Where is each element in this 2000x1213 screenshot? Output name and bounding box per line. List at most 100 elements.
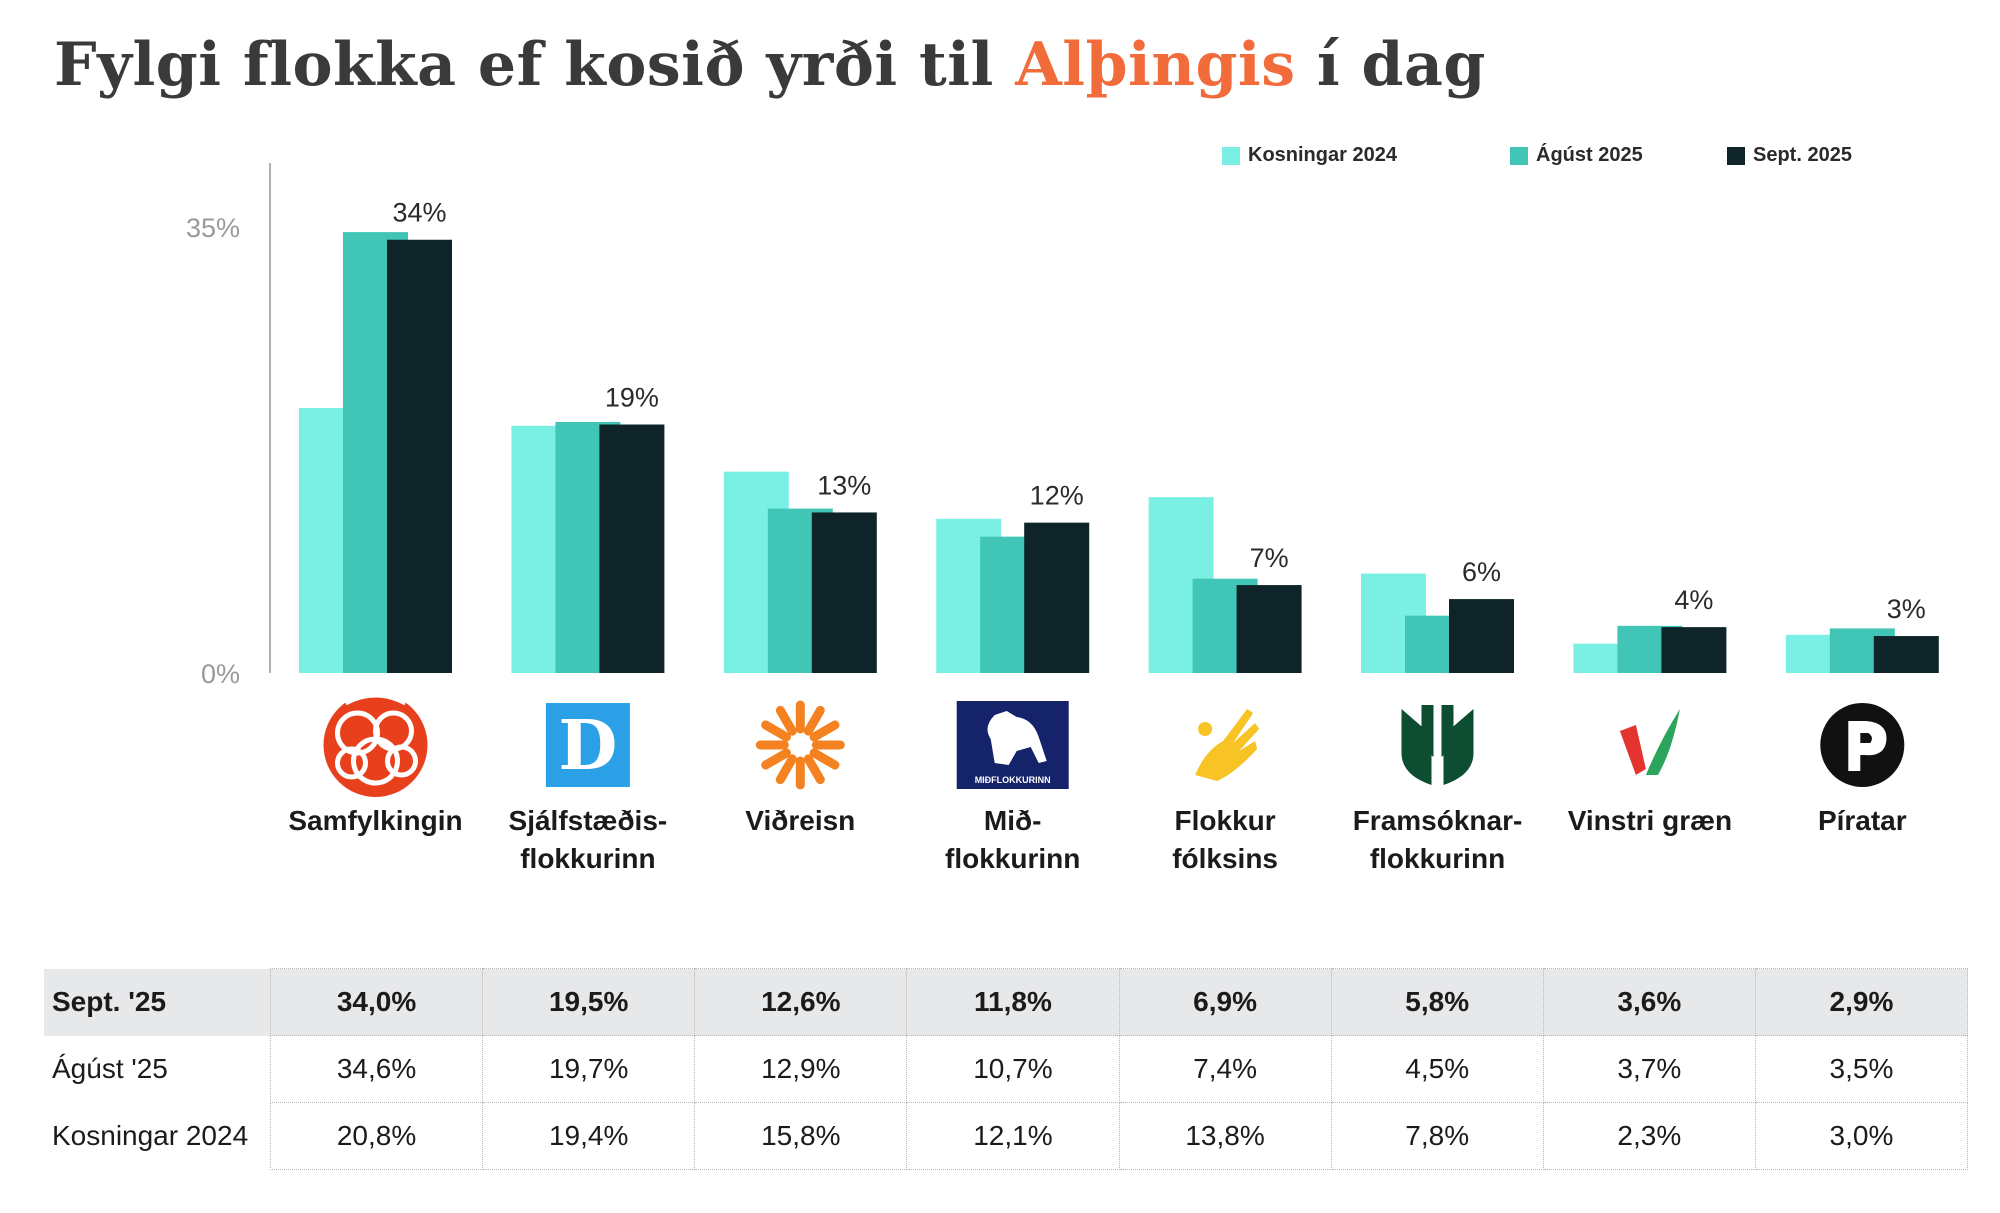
chart-legend: Kosningar 2024 Ágúst 2025 Sept. 2025 bbox=[1222, 144, 1962, 168]
table-row: Sept. '25 34,0% 19,5% 12,6% 11,8% 6,9% 5,8% 3,6… bbox=[44, 968, 1969, 1036]
party-label-vinstri-graen: Vinstri græn bbox=[1530, 802, 1770, 840]
page-title: Fylgi flokka ef kosið yrði til Alþingis … bbox=[54, 30, 1486, 100]
results-table: Sept. '25 34,0% 19,5% 12,6% 11,8% 6,9% 5,8% 3,6… bbox=[44, 968, 1969, 1170]
table-cell: 3,6% bbox=[1542, 968, 1756, 1036]
party-label-line: flokkurinn bbox=[945, 843, 1081, 874]
party-label-line: Samfylkingin bbox=[288, 805, 463, 836]
legend-item: Sept. 2025 bbox=[1727, 144, 1852, 167]
svg-text:D: D bbox=[558, 706, 617, 786]
data-label: 19% bbox=[605, 383, 659, 413]
data-label: 13% bbox=[817, 470, 871, 500]
hand-icon bbox=[1195, 709, 1260, 781]
party-label-line: fólksins bbox=[1172, 843, 1278, 874]
table-cell: 34,0% bbox=[269, 968, 484, 1036]
title-highlight: Alþingis bbox=[1015, 30, 1296, 100]
check-mark-icon bbox=[1619, 709, 1680, 775]
table-cell: 2,3% bbox=[1542, 1102, 1756, 1170]
table-cell: 6,9% bbox=[1118, 968, 1332, 1036]
data-label: 3% bbox=[1887, 594, 1926, 624]
table-cell: 19,4% bbox=[482, 1102, 696, 1170]
table-cell: 5,8% bbox=[1330, 968, 1544, 1036]
svg-text:MIÐFLOKKURINN: MIÐFLOKKURINN bbox=[975, 775, 1051, 785]
party-label-line: Mið- bbox=[983, 805, 1042, 836]
bar-group-piratar: 3% bbox=[1785, 594, 1939, 673]
table-cell: 19,5% bbox=[482, 968, 696, 1036]
table-cell: 3,7% bbox=[1542, 1035, 1756, 1103]
legend-swatch bbox=[1222, 146, 1240, 165]
bar-vidreisn-sept-2025 bbox=[811, 512, 877, 673]
table-cell: 12,6% bbox=[694, 968, 908, 1036]
table-cell: 2,9% bbox=[1754, 968, 1969, 1036]
table-cell: 34,6% bbox=[269, 1035, 484, 1103]
pirate-flag-icon bbox=[1820, 703, 1905, 787]
bar-chart: 0% 35% 34% 19% 13% 12% 7% 6% 4% 3% D MIÐFLOKKURINN bbox=[186, 163, 1939, 797]
bar-group-vidreisn: 13% bbox=[723, 470, 877, 673]
party-label-vidreisn: Viðreisn bbox=[680, 802, 920, 840]
party-label-line: Píratar bbox=[1817, 805, 1907, 836]
party-label-line: Viðreisn bbox=[745, 805, 856, 836]
table-row-label: Sept. '25 bbox=[44, 968, 271, 1036]
data-label: 34% bbox=[392, 198, 446, 228]
table-cell: 12,1% bbox=[906, 1102, 1120, 1170]
title-text-pre: Fylgi flokka ef kosið yrði til bbox=[54, 30, 1016, 100]
table-cell: 11,8% bbox=[906, 968, 1120, 1036]
bar-group-vinstri-graen: 4% bbox=[1573, 585, 1727, 673]
legend-item: Ágúst 2025 bbox=[1510, 144, 1643, 167]
legend-label: Ágúst 2025 bbox=[1536, 144, 1643, 166]
party-label-sjalfstaedisflokkurinn: Sjálfstæðis-flokkurinn bbox=[468, 802, 708, 878]
table-cell: 13,8% bbox=[1118, 1102, 1332, 1170]
data-label: 6% bbox=[1462, 557, 1501, 587]
party-label-line: Vinstri græn bbox=[1567, 805, 1733, 836]
table-cell: 10,7% bbox=[906, 1035, 1120, 1103]
bar-group-midflokkurinn: 12% bbox=[936, 481, 1090, 673]
legend-swatch bbox=[1510, 146, 1528, 165]
legend-label: Kosningar 2024 bbox=[1248, 144, 1397, 166]
table-row: Kosningar 2024 20,8% 19,4% 15,8% 12,1% 13,8% 7… bbox=[44, 1102, 1969, 1170]
data-label: 7% bbox=[1250, 543, 1289, 573]
bar-midflokkurinn-sept-2025 bbox=[1024, 522, 1090, 673]
legend-item: Kosningar 2024 bbox=[1222, 144, 1397, 167]
y-tick-label: 35% bbox=[186, 213, 240, 243]
table-cell: 19,7% bbox=[482, 1035, 696, 1103]
party-label-flokkur-folksins: Flokkur fólksins bbox=[1105, 802, 1345, 878]
clover-icon bbox=[1401, 705, 1474, 785]
bar-group-framsoknarflokkurinn: 6% bbox=[1361, 557, 1514, 673]
table-row-label: Kosningar 2024 bbox=[52, 1120, 249, 1151]
table-cell: 4,5% bbox=[1330, 1035, 1544, 1103]
party-label-midflokkurinn: Mið-flokkurinn bbox=[893, 802, 1133, 878]
table-cell: 3,0% bbox=[1754, 1102, 1969, 1170]
horse-icon: MIÐFLOKKURINN bbox=[956, 701, 1069, 789]
bar-group-sjalfstaedisflokkurinn: 19% bbox=[511, 383, 665, 673]
bar-flokkur-folksins-sept-2025 bbox=[1236, 585, 1302, 673]
data-label: 12% bbox=[1030, 481, 1084, 511]
party-label-piratar: Píratar bbox=[1742, 802, 1982, 840]
table-row: Ágúst '25 34,6% 19,7% 12,9% 10,7% 7,4% 4,5% 3,7… bbox=[44, 1035, 1969, 1103]
title-text-post: í dag bbox=[1295, 30, 1486, 100]
table-cell: 7,8% bbox=[1330, 1102, 1544, 1170]
bar-piratar-sept-2025 bbox=[1873, 636, 1939, 673]
d-letter-icon: D bbox=[545, 703, 630, 787]
bar-group-samfylkingin: 34% bbox=[299, 198, 452, 673]
table-cell: 7,4% bbox=[1118, 1035, 1332, 1103]
y-tick-label: 0% bbox=[201, 659, 240, 689]
rose-icon bbox=[323, 692, 428, 797]
party-label-samfylkingin: Samfylkingin bbox=[256, 802, 496, 840]
bar-framsoknarflokkurinn-sept-2025 bbox=[1449, 599, 1514, 673]
party-label-line: flokkurinn bbox=[520, 843, 656, 874]
bar-samfylkingin-sept-2025 bbox=[387, 239, 452, 673]
data-label: 4% bbox=[1674, 585, 1713, 615]
party-label-line: Flokkur bbox=[1174, 805, 1276, 836]
party-label-line: flokkurinn bbox=[1369, 843, 1506, 874]
party-label-line: Sjálfstæðis- bbox=[508, 805, 668, 836]
party-label-line: Framsóknar- bbox=[1352, 805, 1523, 836]
table-cell: 15,8% bbox=[694, 1102, 908, 1170]
table-cell: 3,5% bbox=[1754, 1035, 1969, 1103]
party-label-framsoknarflokkurinn: Framsóknar-flokkurinn bbox=[1318, 802, 1558, 878]
table-cell: 20,8% bbox=[269, 1102, 484, 1170]
table-cell: 12,9% bbox=[694, 1035, 908, 1103]
sun-burst-icon bbox=[755, 700, 845, 790]
bar-sjalfstaedisflokkurinn-sept-2025 bbox=[599, 424, 665, 673]
legend-swatch bbox=[1727, 146, 1745, 165]
table-row-label: Ágúst '25 bbox=[52, 1053, 168, 1084]
bar-vinstri-graen-sept-2025 bbox=[1661, 627, 1727, 673]
